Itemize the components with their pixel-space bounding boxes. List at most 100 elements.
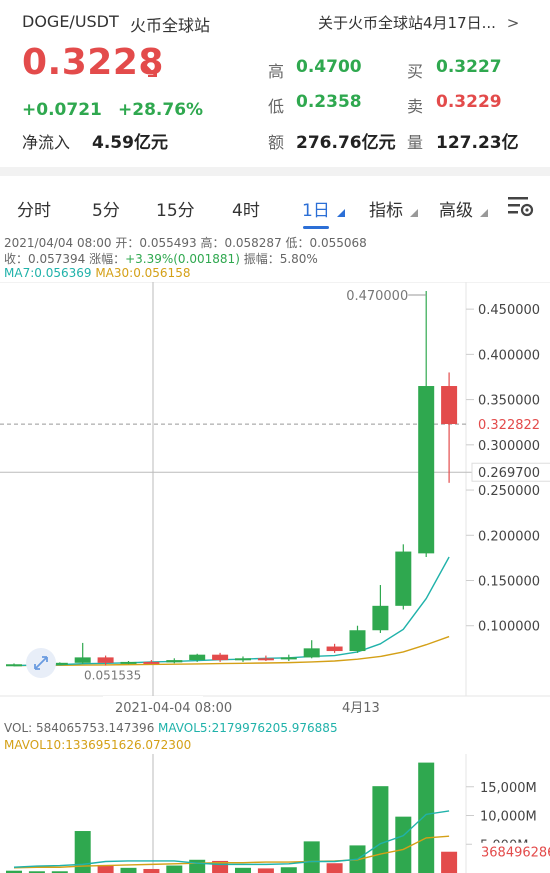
crosshair-date-box xyxy=(103,696,203,718)
mavol10-line xyxy=(13,835,450,869)
chevron-right-icon[interactable]: > xyxy=(506,14,520,32)
vol-axis-label: 10,000M xyxy=(480,810,537,825)
candle-body xyxy=(418,386,435,554)
price-change-pct: +28.76% xyxy=(118,100,204,120)
tab-1day[interactable]: 1日 xyxy=(302,196,346,221)
volume-label: 量 xyxy=(407,133,424,152)
expand-icon xyxy=(34,656,48,670)
tab-advanced[interactable]: 高级 xyxy=(439,196,489,221)
candle-body xyxy=(349,630,366,652)
candle-body xyxy=(74,657,91,663)
volume-bar xyxy=(326,863,343,873)
price-axis-label: 0.200000 xyxy=(478,529,540,544)
vol-value: VOL: 584065753.147396 xyxy=(4,721,155,735)
tab-15min[interactable]: 15分 xyxy=(156,201,195,221)
dropdown-corner-icon xyxy=(337,209,346,217)
crosshair-price-label: 0.269700 xyxy=(478,466,540,481)
news-text[interactable]: 关于火币全球站4月17日... xyxy=(318,14,496,32)
volume-bar xyxy=(303,841,320,873)
price-axis-label: 0.100000 xyxy=(478,620,540,635)
tab-indicators-label[interactable]: 指标 xyxy=(369,201,403,221)
volume-bar xyxy=(28,871,45,873)
low-label: 低 xyxy=(268,97,285,116)
tab-1day-label[interactable]: 1日 xyxy=(302,201,330,221)
price-change: +0.0721 xyxy=(22,100,102,120)
max-price-label: 0.470000 xyxy=(346,289,408,304)
volume-bar xyxy=(235,867,251,873)
current-price-label: 0.322822 xyxy=(478,418,540,433)
volume-bar xyxy=(257,868,274,873)
candle-body xyxy=(441,386,458,425)
candle-body xyxy=(212,654,229,661)
volume-bar xyxy=(51,871,68,873)
price-axis-label: 0.400000 xyxy=(478,348,540,363)
candle-body xyxy=(372,605,389,631)
change-info: 收：0.057394 涨幅：+3.39%(0.001881) 振幅：5.80% xyxy=(4,250,318,267)
sell-value: 0.3229 xyxy=(436,92,502,112)
candle-body xyxy=(97,657,114,663)
section-divider xyxy=(0,167,550,176)
buy-label: 买 xyxy=(407,62,424,81)
tab-indicators[interactable]: 指标 xyxy=(369,196,419,221)
mavol10-value: MAVOL10:1336951626.072300 xyxy=(4,738,192,752)
buy-value: 0.3227 xyxy=(436,57,502,77)
candle-body xyxy=(326,646,343,652)
volume-bar xyxy=(418,762,435,873)
price-axis-label: 0.300000 xyxy=(478,439,540,454)
pair-name[interactable]: DOGE/USDT xyxy=(22,12,119,31)
arrow-down-right-icon xyxy=(144,64,157,77)
news-ticker[interactable]: 关于火币全球站4月17日... > xyxy=(318,12,519,33)
volume-bar xyxy=(395,816,412,873)
price-axis-label: 0.250000 xyxy=(478,484,540,499)
ma7-value: MA7:0.056369 xyxy=(4,266,92,280)
mavol5-line xyxy=(13,810,450,868)
tab-5min[interactable]: 5分 xyxy=(92,201,120,221)
min-price-label: 0.051535 xyxy=(84,668,141,682)
sell-label: 卖 xyxy=(407,97,424,116)
candle-body xyxy=(6,664,22,667)
expand-button[interactable] xyxy=(26,648,56,678)
volume-bar xyxy=(6,870,22,873)
candlestick-chart[interactable]: 0.450000 0.400000 0.350000 0.300000 0.250000… xyxy=(0,282,550,722)
price-axis-label: 0.450000 xyxy=(478,303,540,318)
volume-bar xyxy=(143,868,160,873)
chart-settings-icon[interactable] xyxy=(506,194,536,218)
volume-bar xyxy=(97,864,114,873)
net-inflow-value: 4.59亿元 xyxy=(92,133,168,153)
vol-axis-label: 15,000M xyxy=(480,781,537,796)
tab-4hour[interactable]: 4时 xyxy=(232,196,260,221)
x-axis-date-label: 4月13 xyxy=(342,701,380,716)
ma30-value: MA30:0.056158 xyxy=(95,266,191,280)
candle-body xyxy=(189,654,206,661)
candle-body xyxy=(51,662,68,665)
close-info: 收：0.057394 涨幅： xyxy=(4,252,126,266)
candle-body xyxy=(235,658,251,661)
candle-body xyxy=(303,648,320,658)
vol-current-box xyxy=(472,842,550,861)
high-value: 0.4700 xyxy=(296,57,362,77)
mavol5-value: MAVOL5:2179976205.976885 xyxy=(158,721,338,735)
candle-body xyxy=(166,660,183,663)
amplitude-info: 振幅：5.80% xyxy=(239,252,318,266)
active-tab-indicator xyxy=(303,226,329,229)
volume-bar xyxy=(280,867,297,873)
dropdown-corner-icon xyxy=(410,209,419,217)
ohlc-info: 2021/04/04 08:00 开：0.055493 高：0.058287 低… xyxy=(4,236,367,250)
ma7-line xyxy=(13,556,450,667)
ma-info: MA7:0.056369 MA30:0.056158 xyxy=(4,266,190,280)
volume-bar xyxy=(372,786,389,873)
tab-advanced-label[interactable]: 高级 xyxy=(439,201,473,221)
low-value: 0.2358 xyxy=(296,92,362,112)
change-info-value: +3.39%(0.001881) xyxy=(125,252,240,266)
ma30-line xyxy=(13,635,450,667)
candle-body xyxy=(120,661,137,664)
tab-4hour-label[interactable]: 4时 xyxy=(232,201,260,221)
candle-body xyxy=(280,657,297,660)
current-price-tag xyxy=(474,415,550,434)
crosshair-price-box xyxy=(471,462,550,482)
candle-body xyxy=(395,551,412,606)
high-label: 高 xyxy=(268,62,285,81)
candle-body xyxy=(143,661,160,664)
tab-timeshare[interactable]: 分时 xyxy=(17,201,51,221)
